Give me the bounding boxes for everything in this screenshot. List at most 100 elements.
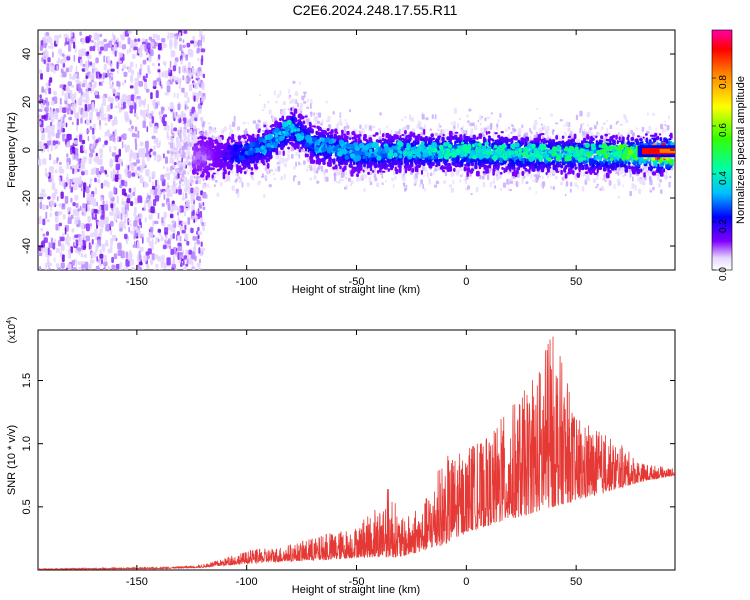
spectrogram-cell — [75, 202, 79, 208]
spectrogram-cell — [97, 178, 101, 184]
spectrogram-cell — [150, 92, 153, 100]
spectrogram-cell — [156, 190, 160, 195]
spectrogram-cell — [279, 156, 282, 161]
spectrogram-cell — [596, 121, 599, 126]
spectrogram-cell — [625, 119, 629, 124]
spectrogram-cell — [148, 214, 153, 220]
spectrogram-cell — [340, 121, 343, 127]
spectrogram-cell — [206, 183, 210, 189]
spectrogram-cell — [71, 103, 74, 111]
spectrogram-cell — [73, 107, 76, 115]
spectrogram-cell — [263, 167, 265, 170]
spectrogram-cell — [86, 119, 90, 126]
spectrogram-cell — [521, 175, 524, 182]
spectrogram-cell — [464, 163, 467, 167]
spectrogram-cell — [183, 163, 186, 168]
spectrogram-cell — [193, 82, 198, 90]
spectrogram-cell — [134, 91, 137, 100]
spectrogram-cell — [438, 133, 443, 136]
spectrogram-cell — [129, 223, 132, 227]
spectrogram-cell — [118, 174, 122, 179]
spectrogram-cell — [80, 187, 83, 192]
spectrogram-cell — [45, 128, 48, 133]
spectrogram-cell — [102, 72, 107, 76]
spectrogram-cell — [185, 160, 189, 164]
spectrogram-cell — [480, 127, 483, 134]
spectrogram-cell — [112, 46, 114, 55]
spectrogram-cell — [197, 196, 202, 202]
spectrogram-cell — [117, 242, 122, 250]
spectrogram-cell — [66, 153, 69, 158]
spectrogram-cell — [95, 243, 99, 249]
spectrogram-cell — [458, 168, 461, 173]
spectrogram-cell — [301, 95, 305, 101]
spectrogram-cell — [166, 257, 171, 266]
spectrogram-cell — [93, 62, 96, 70]
spectrogram-cell — [71, 146, 76, 155]
spectrogram-cell — [190, 201, 193, 205]
spectrogram-cell — [156, 179, 159, 186]
spectrogram-cell — [95, 167, 99, 176]
spectrogram-cell — [47, 57, 51, 63]
spectrogram-cell — [381, 182, 384, 186]
spectrogram-cell — [313, 115, 318, 122]
spectrogram-cell — [128, 188, 132, 193]
spectrogram-cell — [53, 257, 56, 263]
spectrogram-cell — [273, 177, 277, 181]
spectrogram-cell — [109, 135, 112, 141]
spectrogram-cell — [149, 226, 154, 233]
spectrogram-cell — [154, 220, 159, 225]
spectrogram-cell — [172, 219, 175, 225]
spectrogram-cell — [152, 181, 154, 187]
spectrogram-cell — [446, 128, 449, 132]
spectrogram-cell — [51, 100, 55, 106]
spectrogram-cell — [172, 233, 175, 239]
spectrogram-cell — [134, 77, 140, 86]
spectrogram-cell — [86, 130, 90, 133]
spectrogram-cell — [172, 142, 176, 147]
spectrogram-cell — [323, 127, 326, 131]
spectrogram-cell — [499, 188, 503, 191]
spectrogram-cell — [59, 84, 64, 89]
spectrogram-cell — [255, 123, 259, 130]
spectrogram-cell — [496, 123, 499, 128]
spectrogram-cell — [170, 188, 174, 191]
spectrogram-cell — [137, 47, 142, 54]
spectrogram-cell — [77, 168, 80, 172]
spectrogram-cell — [124, 147, 128, 153]
spectrogram-cell — [121, 141, 124, 149]
spectrogram-cell — [117, 102, 120, 109]
spectrogram-cell — [94, 108, 99, 112]
spectrogram-cell — [181, 230, 186, 234]
spectrogram-cell — [66, 173, 69, 180]
spectrogram-cell — [196, 128, 201, 131]
spectrogram-cell — [52, 242, 56, 250]
spectrogram-cell — [151, 116, 155, 124]
spectrogram-cell — [72, 168, 75, 175]
spectrogram-cell — [164, 173, 168, 178]
spectrogram-cell — [88, 200, 92, 206]
spectrogram-cell — [150, 110, 154, 115]
spectrogram-cell — [164, 92, 169, 96]
spectrogram-cell — [144, 78, 148, 83]
spectrogram-cell — [121, 188, 126, 196]
spectrogram-cell — [99, 253, 104, 259]
spectrogram-cell — [92, 158, 96, 162]
spectrogram-cell — [158, 71, 161, 79]
spectrogram-cell — [525, 181, 529, 184]
spectrogram-cell — [96, 157, 101, 165]
spectrogram-cell — [564, 193, 567, 197]
spectrogram-cell — [294, 99, 297, 105]
spectrogram-cell — [99, 227, 103, 234]
spectrogram-cell — [223, 126, 227, 132]
spectrogram-cell — [121, 44, 127, 50]
spectrogram-cell — [137, 230, 142, 238]
spectrogram-cell — [613, 183, 616, 190]
spectrogram-cell — [230, 129, 234, 134]
spectrogram-cell — [175, 206, 179, 211]
spectrogram-cell — [197, 91, 203, 97]
spectrogram-cell — [92, 67, 94, 75]
spectrogram-cell — [112, 234, 117, 242]
spectrogram-cell — [126, 49, 129, 55]
spectrogram-cell — [246, 182, 250, 187]
